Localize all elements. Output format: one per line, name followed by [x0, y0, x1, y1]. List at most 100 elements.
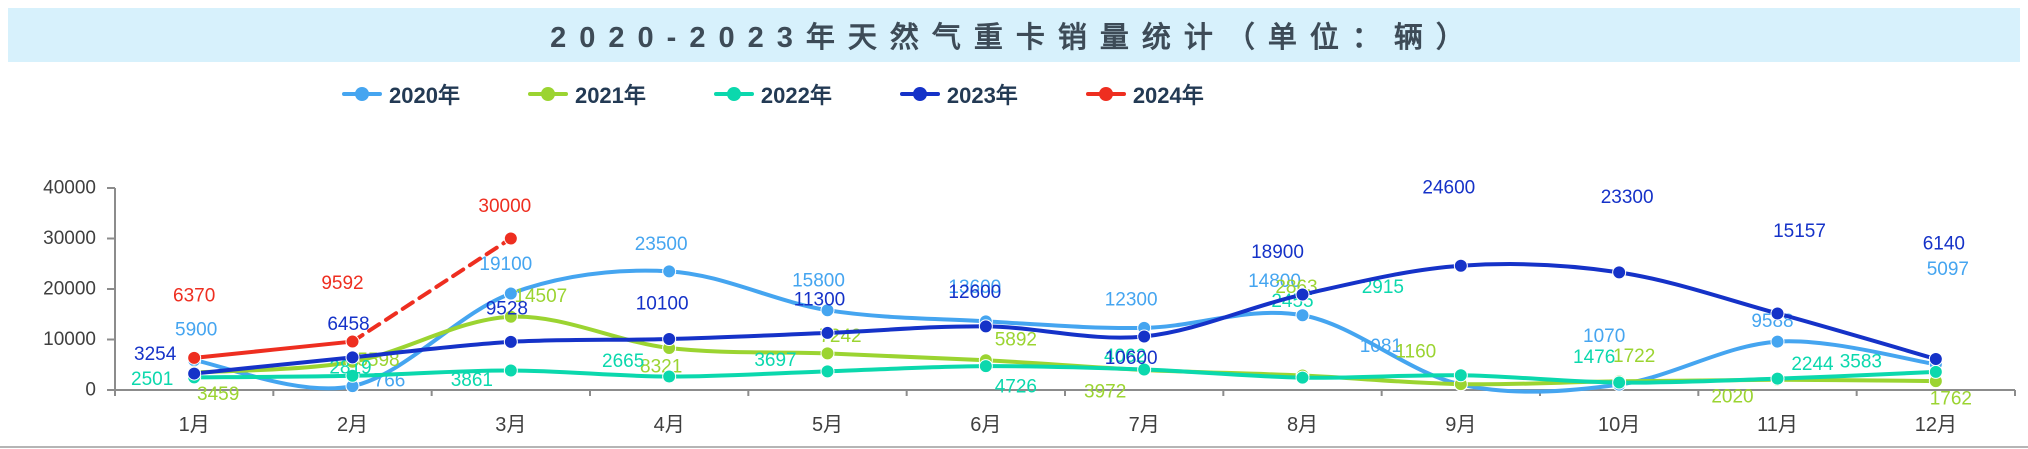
legend-line-dot-icon: [713, 87, 754, 101]
page-title: 2020-2023年天然气重卡销量统计（单位：辆）: [550, 22, 1478, 54]
y-tick-label: 30000: [43, 228, 96, 249]
value-label: 2501: [131, 369, 173, 390]
value-label: 11300: [794, 289, 845, 310]
value-label: 23500: [635, 234, 688, 255]
data-point: [1453, 258, 1468, 273]
legend-item-2022年[interactable]: 2022年: [713, 78, 832, 110]
x-tick-label: 12月: [1915, 414, 1957, 436]
value-label: 9528: [486, 298, 528, 319]
data-point: [1770, 334, 1785, 349]
y-tick-label: 40000: [43, 178, 96, 199]
value-label: 1722: [1613, 346, 1655, 367]
data-point: [662, 264, 677, 279]
value-label: 15800: [792, 271, 845, 292]
bottom-divider: [0, 446, 2028, 448]
y-tick-label: 20000: [43, 279, 96, 300]
data-point: [978, 319, 993, 334]
value-label: 2915: [1362, 277, 1404, 298]
value-label: 12300: [1105, 289, 1158, 310]
legend-line-dot-icon: [1085, 87, 1126, 101]
x-tick-label: 5月: [812, 414, 843, 436]
data-point: [662, 331, 677, 346]
value-label: 2020: [1711, 386, 1753, 407]
value-label: 3972: [1084, 381, 1126, 402]
value-label: 23300: [1601, 187, 1654, 208]
value-label: 14507: [514, 286, 567, 307]
data-point: [820, 325, 835, 340]
x-tick-label: 7月: [1129, 414, 1160, 436]
legend-label: 2023年: [946, 83, 1018, 108]
data-point: [345, 334, 360, 349]
value-label: 2244: [1791, 354, 1834, 375]
value-label: 3697: [754, 350, 796, 371]
value-label: 6458: [327, 314, 369, 335]
x-tick-label: 3月: [495, 414, 526, 436]
legend-label: 2021年: [574, 83, 646, 108]
value-label: 1070: [1583, 326, 1625, 347]
legend-line-dot-icon: [527, 87, 568, 101]
value-label: 2819: [329, 357, 371, 378]
title-banner: 2020-2023年天然气重卡销量统计（单位：辆）: [8, 8, 2020, 62]
series-2024年: 6370 9592 30000: [173, 196, 531, 365]
data-point: [1137, 329, 1152, 344]
legend-item-2021年[interactable]: 2021年: [527, 78, 646, 110]
value-label: 19100: [479, 254, 532, 275]
value-label: 5892: [995, 330, 1037, 351]
data-point: [820, 364, 835, 379]
legend-item-2020年[interactable]: 2020年: [342, 78, 460, 110]
value-label: 6370: [173, 285, 215, 306]
value-label: 4726: [995, 377, 1037, 398]
value-label: 1081: [1360, 336, 1402, 357]
x-tick-label: 9月: [1445, 414, 1476, 436]
y-tick-label: 0: [85, 380, 96, 401]
value-label: 5097: [1927, 259, 1969, 280]
series-2023年: 3254 6458 9528 10100 11300 12600 10600 18900 246…: [134, 177, 1965, 381]
legend-label: 2022年: [760, 83, 832, 108]
data-point: [345, 368, 360, 383]
data-point: [820, 303, 835, 318]
data-point: [187, 366, 202, 381]
data-point: [1612, 265, 1627, 280]
value-label: 1476: [1573, 347, 1615, 368]
axes: 0 10000 20000 30000 40000 1月 2月 3月 4月 5月 6月 7月 8月 9月 1…: [43, 178, 2016, 436]
x-tick-label: 6月: [970, 414, 1001, 436]
legend-label: 2020年: [389, 83, 460, 108]
value-label: 24600: [1422, 177, 1475, 198]
value-label: 12600: [948, 282, 1001, 303]
value-label: 2665: [602, 351, 644, 372]
data-point: [1453, 368, 1468, 383]
value-label: 30000: [478, 196, 531, 217]
data-point: [1770, 371, 1785, 386]
data-point: [503, 286, 518, 301]
chart-legend: 2020年 2021年 2022年 2023年 2024年: [342, 78, 1204, 110]
data-point: [1295, 308, 1310, 323]
data-point: [1770, 306, 1785, 321]
legend-item-2024年[interactable]: 2024年: [1085, 78, 1204, 110]
x-tick-label: 11月: [1757, 414, 1798, 436]
data-point: [662, 369, 677, 384]
legend-label: 2024年: [1132, 83, 1204, 108]
data-point: [503, 334, 518, 349]
x-tick-label: 1月: [179, 414, 210, 436]
y-tick-label: 10000: [43, 329, 96, 350]
value-label: 3254: [134, 344, 177, 365]
value-label: 3583: [1840, 351, 1882, 372]
data-point: [1295, 287, 1310, 302]
value-label: 15157: [1773, 221, 1826, 242]
data-point: [978, 359, 993, 374]
value-label: 5900: [175, 320, 217, 341]
legend-line-dot-icon: [899, 87, 940, 101]
value-label: 3861: [451, 370, 493, 391]
data-point: [503, 231, 518, 246]
legend-item-2023年[interactable]: 2023年: [899, 78, 1018, 110]
x-tick-label: 4月: [654, 414, 685, 436]
data-point: [1928, 364, 1943, 379]
data-point: [187, 350, 202, 365]
data-point: [503, 363, 518, 378]
value-label: 10600: [1105, 348, 1158, 369]
value-label: 10100: [636, 293, 689, 314]
data-point: [345, 350, 360, 365]
